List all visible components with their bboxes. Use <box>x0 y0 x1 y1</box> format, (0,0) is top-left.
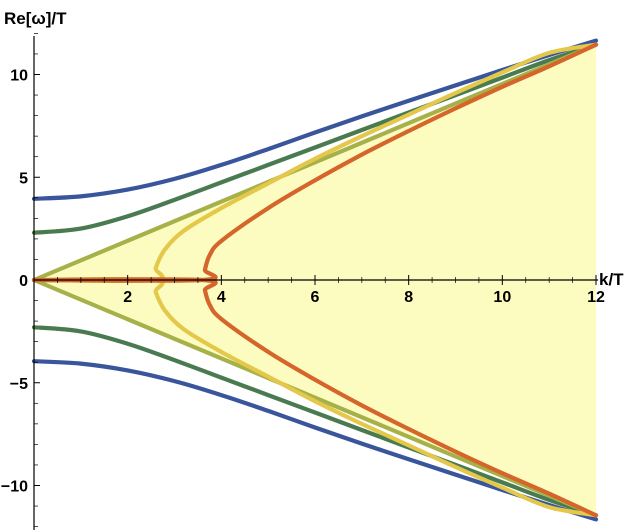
y-tick-label: 5 <box>19 170 28 187</box>
series-3-lower-branch <box>31 277 599 518</box>
series-5-upper-branch <box>31 42 599 283</box>
series-4-upper-branch <box>31 42 599 284</box>
y-tick-label: 0 <box>19 273 28 290</box>
series-1-upper-branch <box>31 38 599 201</box>
series-4-lower-branch <box>31 276 599 518</box>
y-axis-label: Re[ω]/T <box>4 9 67 28</box>
series-5-lower-branch <box>31 277 599 518</box>
y-tick-label: −10 <box>1 479 28 496</box>
x-tick-label: 12 <box>587 289 605 306</box>
x-tick-label: 4 <box>217 289 226 306</box>
x-tick-label: 8 <box>404 289 413 306</box>
series-1-lower-branch <box>31 359 599 522</box>
series-lines <box>31 38 599 522</box>
x-axis-label: k/T <box>599 270 624 289</box>
ticks: 2 4 6 8 10 12 −10 −5 0 5 10 <box>1 33 605 527</box>
plot-area: 2 4 6 8 10 12 −10 −5 0 5 10 k/T Re[ω]/T <box>1 9 624 530</box>
x-tick-label: 2 <box>123 289 132 306</box>
series-3-upper-branch <box>31 42 599 283</box>
y-tick-label: −5 <box>10 376 28 393</box>
series-2-lower-branch <box>31 325 599 518</box>
y-tick-label: 10 <box>10 68 28 85</box>
x-tick-label: 10 <box>493 289 511 306</box>
x-tick-label: 6 <box>311 289 320 306</box>
series-2-upper-branch <box>31 42 599 235</box>
